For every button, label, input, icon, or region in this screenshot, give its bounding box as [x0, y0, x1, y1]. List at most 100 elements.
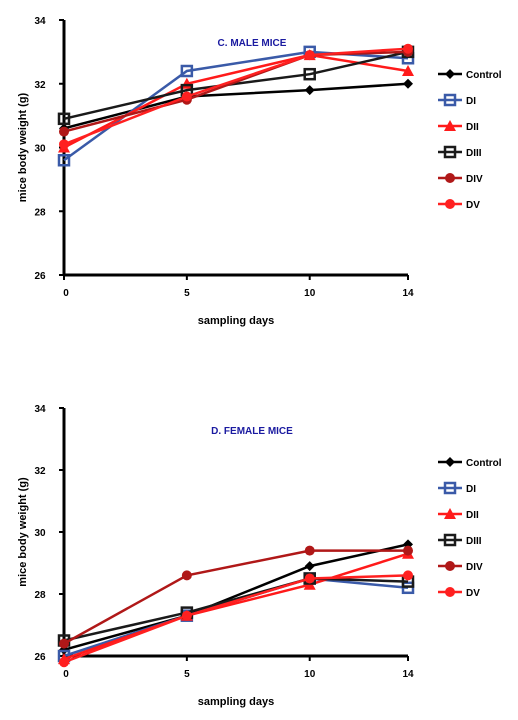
legend-label: DI — [466, 96, 476, 107]
legend-item: DII — [438, 120, 479, 133]
y-tick-label: 30 — [34, 144, 46, 155]
series-diii — [57, 45, 415, 126]
series-dv — [59, 43, 413, 150]
legend-marker — [443, 533, 457, 547]
legend-marker — [444, 120, 456, 131]
x-axis-label: sampling days — [198, 315, 274, 327]
series-dv — [59, 570, 413, 668]
series-line — [63, 50, 409, 121]
legend-item: DIV — [438, 561, 483, 573]
data-point — [304, 561, 315, 572]
data-point — [59, 139, 69, 150]
legend-marker — [445, 199, 455, 209]
legend-label: DV — [466, 588, 480, 599]
legend-item: DIII — [438, 145, 482, 159]
legend-marker — [445, 587, 455, 597]
series-line — [63, 543, 409, 652]
data-point — [59, 126, 69, 137]
legend-item: DI — [438, 93, 476, 107]
data-point — [57, 154, 71, 167]
x-tick-label: 10 — [304, 288, 316, 299]
data-point — [304, 545, 315, 556]
legend-marker — [443, 481, 457, 495]
y-tick-label: 34 — [34, 16, 46, 27]
data-point — [181, 91, 192, 102]
legend-marker — [445, 561, 455, 571]
x-tick-label: 5 — [184, 288, 190, 299]
data-point — [304, 573, 315, 584]
legend-label: DIV — [466, 562, 483, 573]
x-tick-label: 14 — [402, 288, 414, 299]
legend-label: DIV — [466, 174, 483, 185]
data-point — [402, 65, 414, 76]
data-point — [304, 85, 315, 96]
x-tick-label: 5 — [184, 669, 190, 680]
y-tick-label: 28 — [34, 590, 46, 601]
x-tick-label: 14 — [402, 669, 414, 680]
series-div — [59, 545, 413, 649]
y-axis-label: mice body weight (g) — [17, 92, 29, 202]
x-axis-label: sampling days — [198, 696, 274, 708]
legend-item: DV — [438, 587, 480, 599]
legend-label: Control — [466, 458, 502, 469]
legend-item: DIII — [438, 533, 482, 547]
legend-label: DI — [466, 484, 476, 495]
series-line — [63, 549, 408, 645]
data-point — [304, 50, 315, 61]
series-line — [63, 47, 409, 146]
legend-label: DII — [466, 122, 479, 133]
x-tick-label: 0 — [63, 288, 69, 299]
y-tick-label: 26 — [34, 652, 46, 663]
data-point — [403, 78, 413, 89]
series-line — [63, 577, 409, 658]
series-control — [59, 539, 413, 655]
legend-item: Control — [438, 457, 502, 469]
legend-marker — [445, 457, 455, 467]
legend-marker — [444, 508, 456, 519]
chart-title: D. FEMALE MICE — [211, 426, 293, 437]
legend-label: DIII — [466, 536, 482, 547]
legend-marker — [445, 69, 455, 79]
legend-label: DIII — [466, 148, 482, 159]
legend-marker — [443, 93, 457, 107]
y-tick-label: 28 — [34, 207, 46, 218]
x-tick-label: 10 — [304, 669, 316, 680]
data-point — [181, 610, 192, 621]
legend: Control DI DII DIII DIV DV — [438, 69, 502, 211]
data-point — [180, 64, 194, 78]
chart-title: C. MALE MICE — [218, 38, 287, 49]
y-tick-label: 34 — [34, 404, 46, 415]
series-line — [63, 50, 409, 133]
series-line — [63, 552, 409, 661]
series-line — [63, 82, 409, 130]
x-tick-label: 0 — [63, 669, 69, 680]
chart-panel-1: 26 28 30 32 34 0 5 10 14 sampling days mice body w… — [17, 16, 502, 327]
data-point — [403, 545, 413, 556]
legend-item: DIV — [438, 173, 483, 185]
data-point — [181, 570, 192, 581]
legend-label: DII — [466, 510, 479, 521]
legend-item: DI — [438, 481, 476, 495]
legend-item: DII — [438, 508, 479, 521]
y-tick-label: 26 — [34, 271, 46, 282]
data-point — [59, 657, 69, 668]
legend-item: DV — [438, 199, 480, 211]
y-axis-label: mice body weight (g) — [17, 477, 29, 587]
data-point — [59, 638, 69, 649]
y-tick-label: 30 — [34, 528, 46, 539]
legend-label: DV — [466, 200, 480, 211]
data-point — [403, 570, 413, 581]
y-tick-label: 32 — [34, 466, 46, 477]
legend-label: Control — [466, 70, 502, 81]
series-line — [63, 53, 409, 149]
y-tick-label: 32 — [34, 80, 46, 91]
legend-marker — [445, 173, 455, 183]
legend-item: Control — [438, 69, 502, 81]
legend-marker — [443, 145, 457, 159]
data-point — [57, 112, 71, 126]
data-point — [403, 43, 413, 54]
data-point — [303, 67, 316, 81]
chart-panel-2: 26 28 30 32 34 0 5 10 14 sampling days mice body w… — [17, 404, 502, 708]
series-line — [63, 577, 409, 642]
